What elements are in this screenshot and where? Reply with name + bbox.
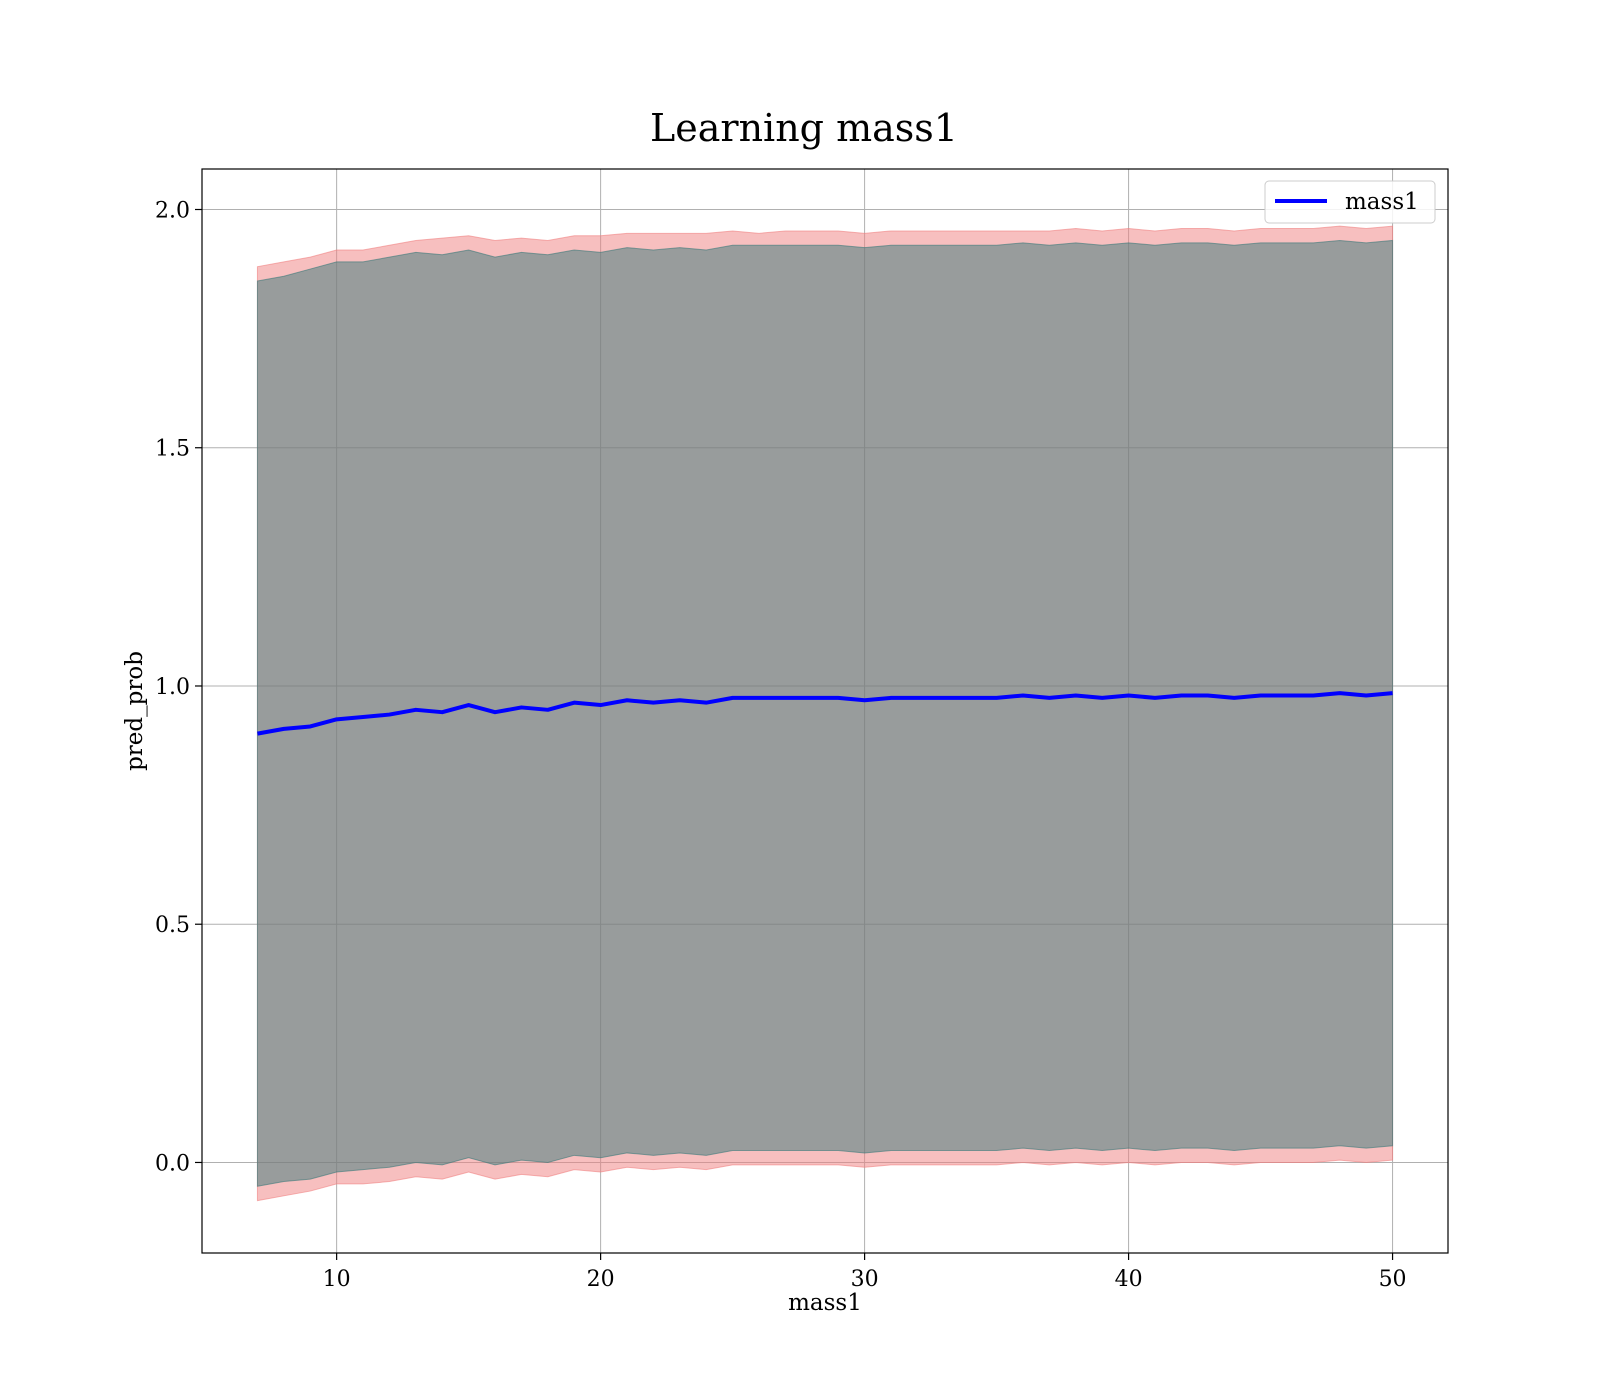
x-tick-label: 30 [851,1267,879,1292]
y-tick-label: 1.0 [155,675,190,700]
x-tick-label: 50 [1379,1267,1407,1292]
legend-box [1264,180,1436,224]
y-tick-label: 0.0 [155,1151,190,1176]
x-axis-ticks: 10 20 30 40 50 [323,1253,1407,1292]
y-axis-label: pred_prob [122,651,148,771]
y-tick-label: 2.0 [155,199,190,224]
x-axis-label: mass1 [788,1290,862,1316]
x-tick-label: 40 [1115,1267,1143,1292]
legend: mass1 [1264,180,1436,224]
y-axis-ticks: 0.0 0.5 1.0 1.5 2.0 [155,199,202,1176]
x-tick-label: 20 [587,1267,615,1292]
plot-area [201,168,1449,1254]
y-tick-label: 1.5 [155,437,190,462]
series-lines [257,691,1393,736]
confidence-bands [256,225,1394,1202]
chart-title: Learning mass1 [650,106,958,150]
legend-label-mass1: mass1 [1345,189,1419,215]
plot-frame [201,168,1449,1254]
confidence-band-2 [256,239,1394,1187]
series-line-mass1 [257,691,1393,736]
y-tick-label: 0.5 [155,913,190,938]
x-tick-label: 10 [323,1267,351,1292]
